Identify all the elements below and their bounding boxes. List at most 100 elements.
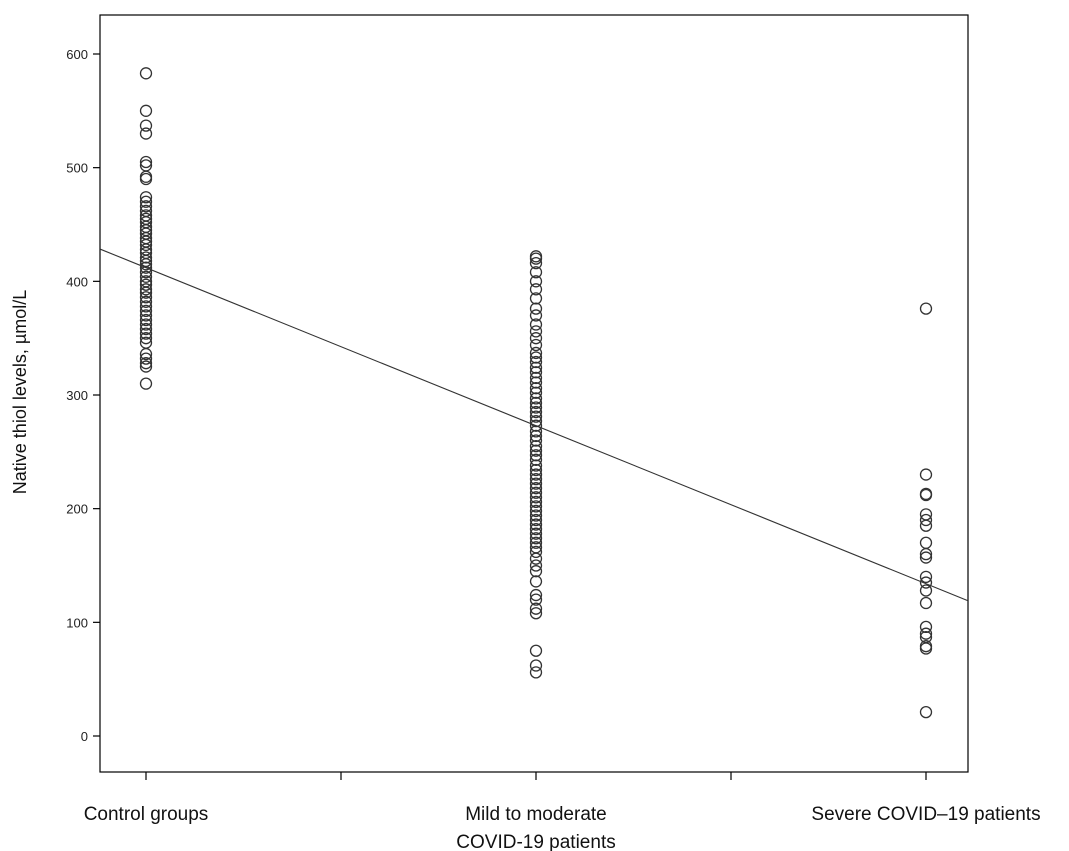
data-point [919,596,933,610]
data-point [139,155,153,169]
data-point [529,318,543,331]
data-point [529,588,543,602]
data-point [529,500,543,513]
data-point [919,488,933,502]
data-point [529,396,543,410]
data-point [139,327,153,340]
data-point [529,495,543,508]
data-point [139,67,153,80]
data-point [529,518,543,531]
data-point [919,576,933,589]
data-point [139,172,153,186]
data-point [139,286,153,299]
y-tick-label: 300 [66,388,88,403]
data-point [919,519,933,532]
data-point [529,449,543,462]
data-point [529,266,543,279]
data-point [139,304,153,318]
data-point [529,472,543,486]
y-axis-title: Native thiol levels, µmol/L [10,290,30,494]
x-axis: Control groups Mild to moderate COVID-19 p… [84,772,1041,851]
data-point [529,477,543,490]
data-point [529,545,543,559]
data-point [529,607,543,620]
data-point [529,405,543,419]
data-point [529,513,543,527]
data-point [529,666,543,679]
y-tick-label: 0 [81,729,88,744]
data-point [529,504,543,518]
data-point [919,642,933,655]
data-point [139,300,153,313]
data-point [529,463,543,477]
data-point [529,509,543,522]
data-point [139,313,153,327]
data-point [529,355,543,369]
y-axis: 0 100 200 300 400 500 600 [66,47,100,744]
data-point [529,376,543,389]
data-point [529,482,543,495]
data-point [529,659,543,672]
data-point [529,361,543,374]
data-point [139,309,153,322]
data-point [529,332,543,345]
y-tick-label: 200 [66,502,88,517]
data-point [529,392,543,405]
data-point [529,559,543,572]
data-point [529,522,543,536]
data-point [529,302,543,315]
data-point [529,256,543,270]
data-point [139,238,153,252]
data-point [529,351,543,364]
data-point [529,275,543,288]
data-point [139,258,153,271]
data-point [529,252,543,265]
data-point [529,532,543,545]
data-point [529,565,543,578]
data-point [139,295,153,308]
x-category-label: Control groups [84,804,209,825]
data-point [919,468,933,481]
data-point [919,551,933,564]
data-point [139,278,153,291]
data-point [529,410,543,423]
data-point [529,575,543,588]
data-point [139,270,153,283]
data-point [529,491,543,504]
data-point [139,283,153,296]
data-point [139,332,153,345]
data-point [139,352,153,365]
data-point [139,318,153,331]
data-point [919,584,933,597]
x-category-label: Severe COVID–19 patients [811,804,1040,825]
data-point [529,325,543,338]
x-category-label: Mild to moderate [465,804,607,825]
data-point [919,705,933,719]
data-point [139,200,153,213]
data-point [529,366,543,379]
data-point [529,444,543,457]
data-point [529,382,543,395]
data-point [919,570,933,584]
y-tick-label: 100 [66,615,88,630]
data-point [529,459,543,472]
regression-line [99,248,969,602]
data-point [529,338,543,352]
data-point [139,357,153,370]
x-category-label: COVID-19 patients [456,832,615,851]
data-point [139,251,153,264]
data-point [139,266,153,279]
data-point [139,127,153,140]
data-point [139,119,153,132]
data-point [529,527,543,540]
data-point [919,620,933,634]
data-point [529,439,543,453]
y-tick-label: 500 [66,161,88,176]
data-point [529,309,543,322]
data-point [919,536,933,549]
data-point [139,261,153,274]
data-point [529,401,543,414]
data-point [529,434,543,447]
data-point [139,291,153,304]
data-point [529,602,543,615]
